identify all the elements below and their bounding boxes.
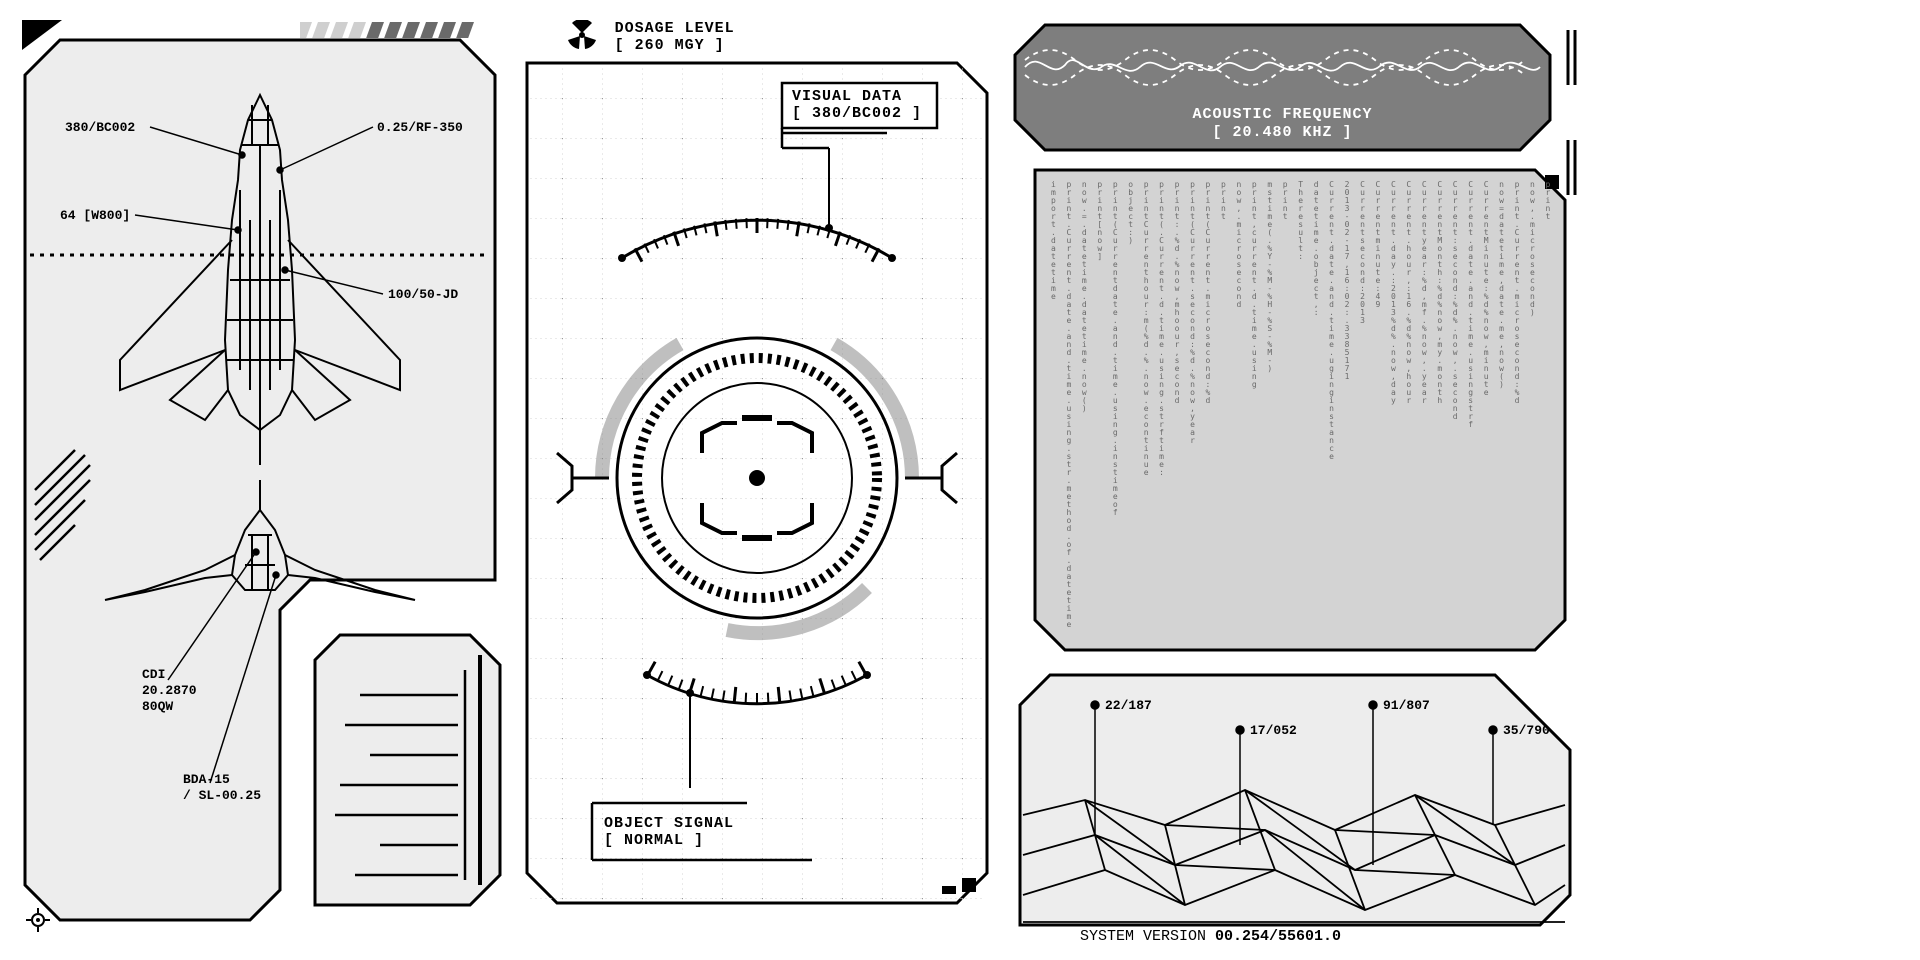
code-column: Current:second:%d%.now,.second [1447, 180, 1461, 640]
code-column: print(Current.microsecond:%d [1200, 180, 1214, 640]
terrain-callout-4: 35/790 [1503, 723, 1550, 738]
code-column: mstime(.%Y-%M-%H-%S-%M-) [1262, 180, 1276, 640]
code-column: printCurrenthour:m(%d.%.now.econtinue [1138, 180, 1152, 640]
callout-5b: 20.2870 [142, 683, 197, 698]
code-column: now=datetime,date.me,now() [1494, 180, 1508, 640]
code-column: print,current.d.time.using [1246, 180, 1260, 640]
code-column: object:) [1123, 180, 1137, 640]
code-matrix-panel: printnow,.microsecond)print.Current.micr… [1030, 165, 1570, 655]
system-version-label: SYSTEM VERSION [1080, 928, 1215, 945]
code-column: print[now] [1092, 180, 1106, 640]
code-column: Current.hour,:16.%d%now,hour [1401, 180, 1415, 640]
code-column: print(Currentdate.and.time.using.instime… [1107, 180, 1121, 640]
code-column: CurrentMinute:%d%now,minute [1478, 180, 1492, 640]
code-column: print(.Current.d.time.using.strftime: [1154, 180, 1168, 640]
code-column: print.Current.microsecond:%d [1509, 180, 1523, 640]
radar-panel: VISUAL DATA [ 380/BC002 ] OBJECT SIGNAL … [522, 58, 992, 908]
object-signal-value: [ NORMAL ] [604, 832, 734, 849]
decor-lines-panel [310, 630, 505, 910]
dosage-label: DOSAGE LEVEL [615, 20, 735, 37]
code-column: print:.%d.%now,mhoour,second [1169, 180, 1183, 640]
code-column: Current.date.and.time.uginginstance [1324, 180, 1338, 640]
visual-data-label: VISUAL DATA [792, 88, 922, 105]
acoustic-value: [ 20.480 KHZ ] [1212, 124, 1352, 141]
code-column: datetime.object,: [1308, 180, 1322, 640]
terrain-callout-3: 91/807 [1383, 698, 1430, 713]
visual-data-value: [ 380/BC002 ] [792, 105, 922, 122]
code-column: CurrentMonth:%d%now,my.month [1432, 180, 1446, 640]
code-column: print.Current.date.and.time.using.str.me… [1061, 180, 1075, 640]
terrain-panel: 22/187 17/052 91/807 35/790 [1015, 670, 1575, 930]
code-column: Currentyear:%d,mf.%now,.year [1416, 180, 1430, 640]
callout-4: 100/50-JD [388, 287, 458, 302]
terrain-callout-1: 22/187 [1105, 698, 1152, 713]
callout-6a: BDA-15 [183, 772, 230, 787]
code-column: now,.microsecond [1231, 180, 1245, 640]
system-version: SYSTEM VERSION 00.254/55601.0 [1080, 928, 1341, 945]
code-column: print [1277, 180, 1291, 640]
callout-5c: 80QW [142, 699, 173, 714]
acoustic-panel: ACOUSTIC FREQUENCY [ 20.480 KHZ ] [1010, 20, 1555, 155]
code-column: Currentminute:49 [1370, 180, 1384, 640]
radiation-icon [567, 20, 597, 50]
code-column: Theresult: [1293, 180, 1307, 640]
code-column: now,.microsecond) [1525, 180, 1539, 640]
code-column: print [1540, 180, 1554, 640]
code-column: Currentsecond:2013 [1355, 180, 1369, 640]
code-column: import.datetime [1046, 180, 1060, 640]
object-signal-label: OBJECT SIGNAL [604, 815, 734, 832]
callout-3: 64 [W800] [60, 208, 130, 223]
callout-5a: CDI [142, 667, 165, 682]
code-column: print(Current.second:%d.%now,year [1185, 180, 1199, 640]
code-column: Current.day.:2013%d%.now,day [1386, 180, 1400, 640]
code-column: now.=.datetime.datetime.now() [1076, 180, 1090, 640]
dosage-section: DOSAGE LEVEL [ 260 MGY ] [567, 20, 735, 54]
acoustic-label: ACOUSTIC FREQUENCY [1192, 106, 1372, 123]
system-version-value: 00.254/55601.0 [1215, 928, 1341, 945]
code-column: Current.date.and.time.usingstrf [1463, 180, 1477, 640]
terrain-callout-2: 17/052 [1250, 723, 1297, 738]
code-column: 2013-02-17,16:02:.3385171 [1339, 180, 1353, 640]
target-icon [26, 908, 50, 932]
callout-6b: / SL-00.25 [183, 788, 261, 803]
callout-1: 380/BC002 [65, 120, 135, 135]
code-column: print [1216, 180, 1230, 640]
callout-2: 0.25/RF-350 [377, 120, 463, 135]
dosage-value: [ 260 MGY ] [615, 37, 735, 54]
